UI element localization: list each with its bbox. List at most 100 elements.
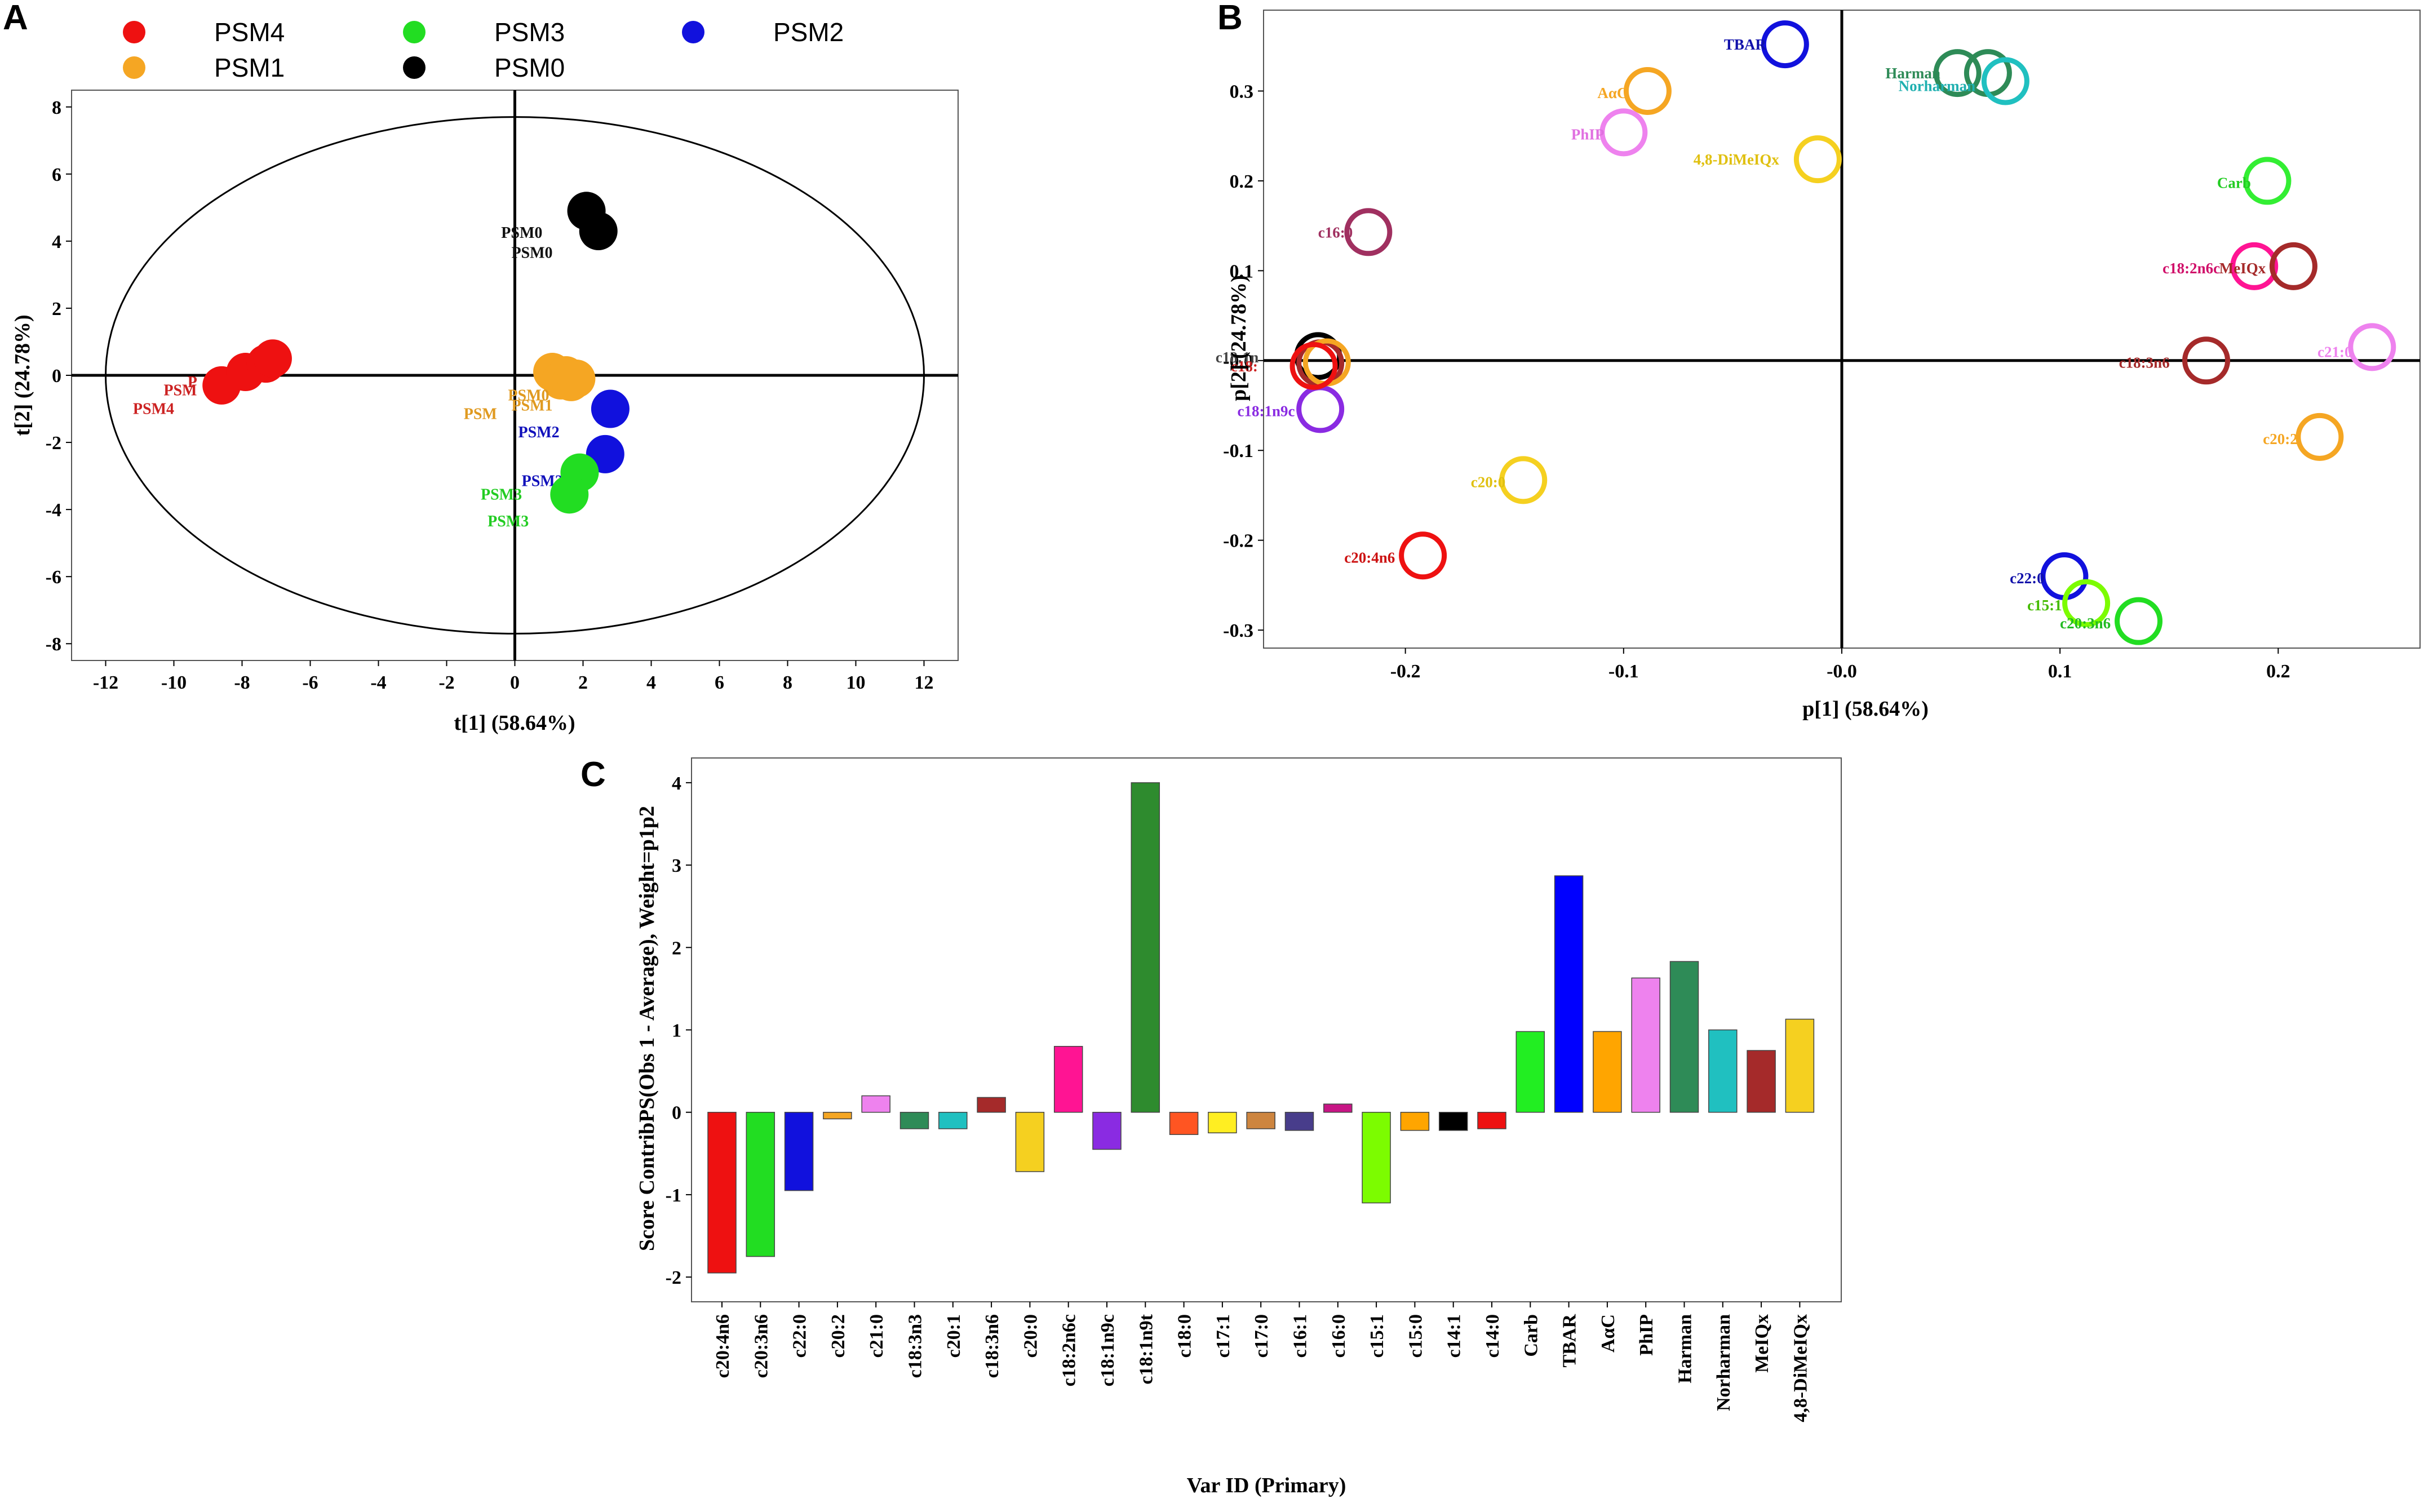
loading-label-c20-2: c20:2 — [2263, 431, 2297, 447]
bar-label-meiqx: MeIQx — [1752, 1314, 1772, 1373]
panel-c-x-axis-title: Var ID (Primary) — [1187, 1474, 1346, 1497]
panel-a-y-tick-label: 2 — [52, 299, 61, 320]
bar-label-c18-0: c18:0 — [1175, 1314, 1195, 1358]
panel-c-contribution-plot: 4 3 2 1 0 -1 -2 c20:4n6 c20:3n6 c22:0 c20:2 c21:0 c1… — [635, 757, 1842, 1497]
loading-point-carb — [2243, 157, 2292, 205]
panel-a-x-tick-label: -6 — [302, 672, 318, 693]
panel-a-y-tick-label: 4 — [52, 232, 61, 252]
bar-c16-0 — [1323, 1103, 1353, 1113]
panel-b-y-tick-label: -0.0 — [1223, 351, 1253, 372]
bar-tbar — [1554, 875, 1584, 1113]
loading-point-c20-4n6 — [1399, 531, 1447, 580]
panel-b-y-tick-label: 0.3 — [1230, 81, 1254, 102]
bar-a-c — [1593, 1031, 1622, 1113]
bar-label-norharman: Norharman — [1713, 1314, 1734, 1411]
loading-label-c20-4n6: c20:4n6 — [1344, 549, 1395, 566]
loading-point-c18-1n9c — [1296, 385, 1345, 433]
score-label-psm1: PSM0 — [508, 387, 549, 405]
panel-c-plot-frame — [691, 757, 1842, 1302]
score-label-psm1: PSM — [464, 405, 497, 423]
bar-c20-3n6 — [746, 1111, 775, 1257]
score-label-psm3: PSM3 — [488, 513, 529, 530]
loading-point-4-8-dimeiqx — [1793, 135, 1842, 184]
loading-point-c21-0 — [2348, 323, 2396, 371]
bar-label-c16-1: c16:1 — [1290, 1314, 1311, 1358]
loading-label-c21-0: c21:0 — [2317, 343, 2352, 360]
bar-label-c20-2: c20:2 — [828, 1314, 849, 1358]
bar-harman — [1669, 961, 1699, 1113]
bar-label-c14-0: c14:0 — [1482, 1314, 1503, 1358]
panel-a-y-tick-label: -4 — [46, 500, 61, 521]
bar-label-c22-0: c22:0 — [790, 1314, 810, 1358]
bar-label-c20-0: c20:0 — [1020, 1314, 1041, 1358]
legend-marker-psm4 — [123, 21, 145, 43]
panel-a-x-tick-label: 6 — [715, 672, 724, 693]
legend-marker-psm2 — [682, 21, 704, 43]
panel-a-y-tick-label: 8 — [52, 97, 61, 118]
bar-label-c18-3n3: c18:3n3 — [905, 1314, 926, 1378]
legend-label-psm3: PSM3 — [494, 17, 565, 47]
panel-a-y-tick-label: -2 — [46, 433, 61, 454]
loading-point-c20-2 — [2295, 413, 2344, 461]
panel-a-x-tick-label: 12 — [915, 672, 934, 693]
panel-a-x-tick-label: -10 — [161, 672, 187, 693]
bar-c15-1 — [1362, 1111, 1391, 1204]
score-label-psm3: PSM3 — [481, 486, 522, 503]
bar-c17-1 — [1208, 1111, 1237, 1134]
panel-a-x-tick-label: 4 — [646, 672, 656, 693]
loading-label-c18-1n9c: c18:1n9c — [1238, 403, 1295, 420]
loading-cluster-label: c18: — [1231, 358, 1258, 375]
bar-label-a-c: AαC — [1598, 1314, 1619, 1353]
bar-label-c17-1: c17:1 — [1213, 1314, 1234, 1358]
loading-label-c20-3n6: c20:3n6 — [2060, 615, 2111, 632]
panel-a-y-tick-label: -8 — [46, 634, 61, 655]
loading-label-4-8-dimeiqx: 4,8-DiMeIQx — [1694, 151, 1780, 168]
legend-label-psm1: PSM1 — [214, 53, 285, 82]
bar-carb — [1515, 1031, 1545, 1113]
score-label-psm2: PSM2 — [518, 424, 560, 441]
loading-label-a-c: AαC — [1597, 85, 1628, 101]
panel-b-x-axis-title: p[1] (58.64%) — [1802, 697, 1929, 721]
panel-b-loading-plot: -0.2 -0.1 -0.0 0.1 0.2 0.3 0.2 0.1 -0.0 -0.1 -0.2 -… — [1216, 10, 2421, 721]
loading-point-unlabeled — [1289, 342, 1338, 390]
bar-norharman — [1708, 1029, 1738, 1113]
bar-c22-0 — [784, 1111, 814, 1191]
panel-a-x-tick-label: -2 — [438, 672, 454, 693]
loading-label-harman: Harman — [1885, 65, 1940, 82]
bar-label-c15-0: c15:0 — [1405, 1314, 1426, 1358]
bar-label-c18-3n6: c18:3n6 — [982, 1314, 1003, 1378]
loading-point-c20-3n6 — [2115, 597, 2163, 645]
bar-c20-1 — [938, 1111, 968, 1129]
loading-label-meiqx: MeIQx — [2219, 260, 2266, 277]
bar-label-harman: Harman — [1675, 1314, 1696, 1384]
score-point-psm4 — [253, 339, 292, 378]
loading-label-c20-0: c20:0 — [1471, 474, 1505, 491]
panel-a-x-tick-label: 8 — [783, 672, 792, 693]
panel-b-x-tick-label: -0.0 — [1827, 661, 1857, 682]
bar-label-c18-1n9t: c18:1n9t — [1136, 1314, 1156, 1384]
score-label-psm1: PSM1 — [511, 397, 552, 415]
panel-a-y-tick-label: -6 — [46, 567, 61, 588]
panel-a-y-tick-label: 6 — [52, 165, 61, 185]
score-point-psm3 — [550, 475, 589, 514]
bar-c18-1n9c — [1092, 1111, 1122, 1150]
bar-c21-0 — [861, 1095, 890, 1113]
panel-c-y-tick-label: 2 — [672, 938, 681, 959]
panel-b-y-tick-label: -0.1 — [1223, 441, 1253, 462]
bar-label-c14-1: c14:1 — [1444, 1314, 1465, 1358]
bar-c17-0 — [1246, 1111, 1275, 1129]
panel-letter-c: C — [580, 755, 606, 794]
loading-point-tbar — [1761, 20, 1809, 69]
legend-label-psm0: PSM0 — [494, 53, 565, 82]
bar-label-c21-0: c21:0 — [866, 1314, 887, 1358]
bar-label-c20-1: c20:1 — [943, 1314, 964, 1358]
panel-letter-b: B — [1217, 0, 1243, 37]
score-label-psm4: P — [188, 374, 197, 391]
loading-label-c22-0: c22:0 — [2010, 570, 2044, 587]
bar-label-carb: Carb — [1521, 1314, 1541, 1357]
panel-letter-a: A — [3, 0, 28, 37]
score-label-psm4: PSM4 — [133, 400, 174, 418]
loading-label-c16-0: c16:0 — [1318, 224, 1353, 241]
loading-point-c22-0 — [2040, 552, 2089, 600]
